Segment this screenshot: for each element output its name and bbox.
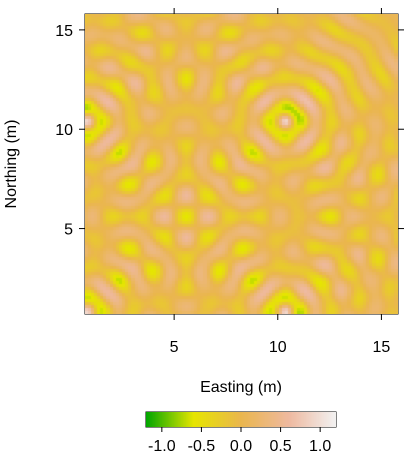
x-tick-label: 5	[170, 339, 179, 356]
x-tick-label: 15	[373, 339, 391, 356]
colorkey-tick-label: -0.5	[188, 438, 216, 455]
x-axis-label: Easting (m)	[200, 379, 282, 396]
x-axis-ticks: 5 10 15	[170, 8, 391, 356]
y-axis-label: Northing (m)	[3, 120, 20, 209]
colorkey-ticks: -1.0 -0.5 0.0 0.5 1.0	[148, 427, 331, 455]
y-tick-label: 5	[64, 222, 73, 239]
y-tick-label: 10	[55, 122, 73, 139]
y-tick-label: 15	[55, 23, 73, 40]
y-axis-ticks: 5 10 15	[55, 23, 404, 239]
x-tick-label: 10	[269, 339, 287, 356]
colorkey-tick-label: 0.0	[230, 438, 252, 455]
colorkey-tick-label: 1.0	[309, 438, 331, 455]
colorkey-tick-label: -1.0	[148, 438, 176, 455]
colorkey-gradient	[146, 412, 336, 427]
colorkey-tick-label: 0.5	[269, 438, 291, 455]
heatmap-field	[85, 14, 398, 314]
